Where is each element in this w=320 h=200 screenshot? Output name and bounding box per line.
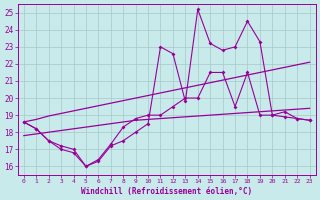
- X-axis label: Windchill (Refroidissement éolien,°C): Windchill (Refroidissement éolien,°C): [81, 187, 252, 196]
